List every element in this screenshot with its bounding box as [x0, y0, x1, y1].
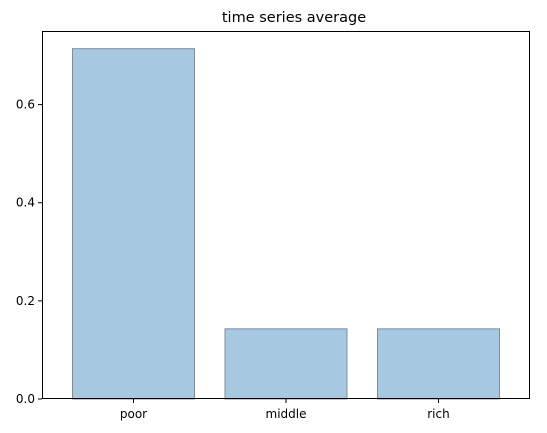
- x-tick-label: rich: [427, 407, 449, 421]
- bar-poor: [72, 48, 195, 400]
- bars-layer: [72, 48, 500, 400]
- y-tick-label: 0.2: [16, 294, 35, 308]
- y-tick-label: 0.0: [16, 392, 35, 406]
- chart-title: time series average: [222, 10, 366, 26]
- x-axis-ticks: poor middle rich: [120, 399, 450, 421]
- bar-rich: [377, 328, 500, 400]
- axes-frame: [42, 31, 530, 399]
- bar-middle: [224, 328, 348, 400]
- x-tick-label: middle: [266, 407, 307, 421]
- y-tick-label: 0.4: [16, 196, 35, 210]
- y-axis-ticks: 0.0 0.2 0.4 0.6: [16, 98, 42, 406]
- y-tick-label: 0.6: [16, 98, 35, 112]
- x-tick-label: poor: [120, 407, 147, 421]
